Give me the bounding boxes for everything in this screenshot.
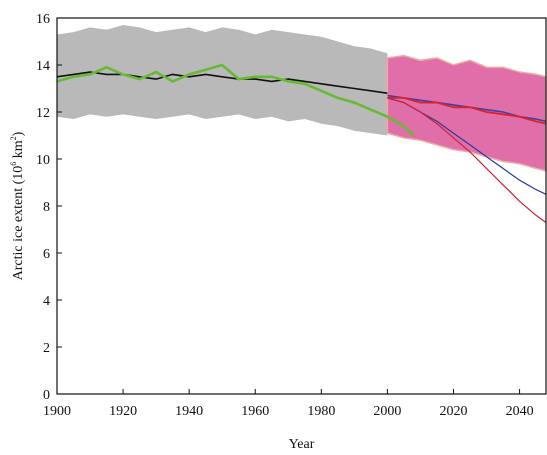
y-tick-label: 8	[43, 200, 50, 215]
x-tick-label: 2020	[439, 404, 467, 419]
y-axis-title-mid: km	[11, 140, 26, 162]
y-axis-title-exp2: 2	[9, 136, 18, 140]
x-axis-ticks: 1900 1920 1940 1960 1980 2000 2020 2040	[43, 389, 534, 419]
y-tick-label: 12	[36, 106, 50, 121]
x-tick-label: 1960	[241, 404, 269, 419]
band-historical	[57, 25, 388, 136]
y-tick-label: 4	[43, 294, 50, 309]
y-axis-ticks: 0 2 4 6 8 10 12 14 16	[36, 12, 62, 403]
y-tick-label: 14	[36, 59, 50, 74]
y-axis-title-exp1: 6	[9, 162, 18, 166]
y-axis-title-main: Arctic ice extent (10	[11, 166, 26, 281]
series-line-black	[56, 71, 388, 94]
x-tick-label: 2000	[373, 404, 401, 419]
y-tick-label: 16	[36, 12, 50, 27]
x-axis-title: Year	[289, 437, 315, 452]
x-tick-label: 1920	[109, 404, 137, 419]
series-line-green	[56, 63, 415, 137]
series-line-red	[387, 97, 547, 125]
y-tick-label: 0	[43, 388, 50, 403]
y-tick-label: 10	[36, 153, 50, 168]
x-tick-label: 1900	[43, 404, 71, 419]
uncertainty-bands	[57, 25, 547, 172]
x-tick-label: 1980	[307, 404, 335, 419]
y-axis-title: Arctic ice extent (106 km2)	[9, 131, 26, 280]
x-tick-label: 2040	[506, 404, 534, 419]
series-lines	[56, 63, 547, 223]
series-line-red-thin	[387, 97, 547, 223]
y-axis-title-end: )	[11, 131, 26, 136]
x-tick-label: 1940	[175, 404, 203, 419]
y-tick-label: 2	[43, 341, 50, 356]
band-future	[386, 54, 547, 172]
y-tick-label: 6	[43, 247, 50, 262]
